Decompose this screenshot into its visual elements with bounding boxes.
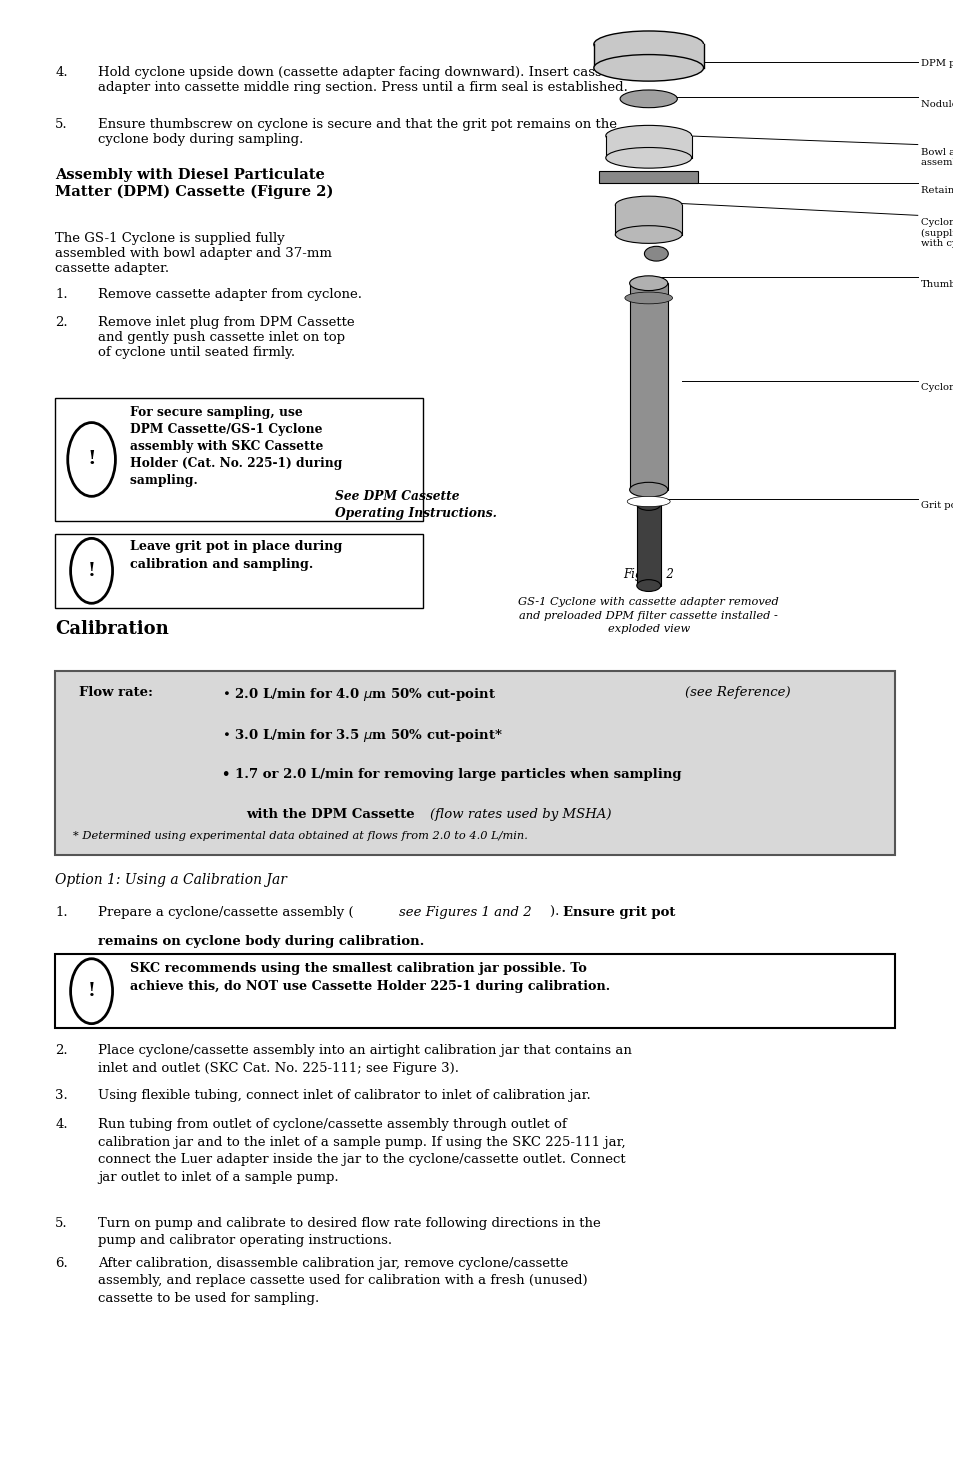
Ellipse shape bbox=[629, 482, 667, 497]
Text: !: ! bbox=[87, 450, 96, 469]
Text: Cyclone top
(supplied assembled
with cyclone body): Cyclone top (supplied assembled with cyc… bbox=[920, 218, 953, 248]
Text: Retaining tab: Retaining tab bbox=[920, 186, 953, 195]
Text: After calibration, disassemble calibration jar, remove cyclone/cassette
assembly: After calibration, disassemble calibrati… bbox=[98, 1257, 587, 1305]
Text: Grit pot: Grit pot bbox=[920, 502, 953, 510]
Text: Cyclone body: Cyclone body bbox=[920, 384, 953, 392]
Text: 4.: 4. bbox=[55, 1118, 68, 1131]
Ellipse shape bbox=[605, 125, 691, 146]
Text: 2.: 2. bbox=[55, 316, 68, 329]
Text: Hold cyclone upside down (cassette adapter facing downward). Insert cassette
ada: Hold cyclone upside down (cassette adapt… bbox=[98, 66, 627, 94]
Text: • 3.0 L/min for 3.5 $\mu$m 50% cut-point*: • 3.0 L/min for 3.5 $\mu$m 50% cut-point… bbox=[222, 727, 502, 745]
Text: 1.: 1. bbox=[55, 288, 68, 301]
Text: 3.: 3. bbox=[55, 1089, 68, 1102]
FancyBboxPatch shape bbox=[55, 534, 422, 608]
Ellipse shape bbox=[626, 496, 669, 507]
FancyBboxPatch shape bbox=[55, 671, 894, 855]
Text: See DPM Cassette
Operating Instructions.: See DPM Cassette Operating Instructions. bbox=[335, 490, 497, 519]
Text: The GS-1 Cyclone is supplied fully
assembled with bowl adapter and 37-mm
cassett: The GS-1 Cyclone is supplied fully assem… bbox=[55, 232, 332, 274]
FancyBboxPatch shape bbox=[55, 398, 422, 521]
Bar bbox=[629, 283, 667, 490]
Text: Ensure thumbscrew on cyclone is secure and that the grit pot remains on the
cycl: Ensure thumbscrew on cyclone is secure a… bbox=[98, 118, 617, 146]
Text: • 2.0 L/min for 4.0 $\mu$m 50% cut-point: • 2.0 L/min for 4.0 $\mu$m 50% cut-point bbox=[222, 686, 496, 704]
Text: Calibration: Calibration bbox=[55, 620, 169, 637]
Ellipse shape bbox=[624, 292, 672, 304]
Ellipse shape bbox=[605, 148, 691, 168]
Text: with the DPM Cassette: with the DPM Cassette bbox=[246, 808, 419, 822]
Bar bbox=[637, 504, 659, 586]
Bar bbox=[593, 44, 703, 68]
Text: Leave grit pot in place during
calibration and sampling.: Leave grit pot in place during calibrati… bbox=[130, 540, 342, 571]
Text: • 1.7 or 2.0 L/min for removing large particles when sampling: • 1.7 or 2.0 L/min for removing large pa… bbox=[222, 768, 681, 782]
Text: GS-1 Cyclone with cassette adapter removed
and preloaded DPM filter cassette ins: GS-1 Cyclone with cassette adapter remov… bbox=[517, 597, 779, 634]
Ellipse shape bbox=[615, 226, 681, 243]
Text: remains on cyclone body during calibration.: remains on cyclone body during calibrati… bbox=[98, 935, 424, 948]
Text: 1.: 1. bbox=[55, 906, 68, 919]
Ellipse shape bbox=[593, 55, 702, 81]
Text: (flow rates used by MSHA): (flow rates used by MSHA) bbox=[430, 808, 611, 822]
Text: * Determined using experimental data obtained at flows from 2.0 to 4.0 L/min.: * Determined using experimental data obt… bbox=[72, 830, 527, 841]
Ellipse shape bbox=[644, 246, 667, 261]
Text: Flow rate:: Flow rate: bbox=[79, 686, 153, 699]
Text: Nodule for holder: Nodule for holder bbox=[920, 100, 953, 109]
Text: see Figures 1 and 2: see Figures 1 and 2 bbox=[398, 906, 531, 919]
Text: !: ! bbox=[88, 562, 95, 580]
Text: DPM preloaded filter cassette: DPM preloaded filter cassette bbox=[920, 59, 953, 68]
Text: Assembly with Diesel Particulate
Matter (DPM) Cassette (Figure 2): Assembly with Diesel Particulate Matter … bbox=[55, 168, 334, 199]
Bar bbox=[605, 136, 691, 158]
Text: 6.: 6. bbox=[55, 1257, 68, 1270]
Text: 4.: 4. bbox=[55, 66, 68, 80]
Text: Thumbscrew: Thumbscrew bbox=[920, 280, 953, 289]
Text: (see Reference): (see Reference) bbox=[684, 686, 790, 699]
Text: Using flexible tubing, connect inlet of calibrator to inlet of calibration jar.: Using flexible tubing, connect inlet of … bbox=[98, 1089, 591, 1102]
Bar bbox=[615, 205, 681, 235]
Text: Place cyclone/cassette assembly into an airtight calibration jar that contains a: Place cyclone/cassette assembly into an … bbox=[98, 1044, 632, 1075]
FancyBboxPatch shape bbox=[55, 954, 894, 1028]
Ellipse shape bbox=[615, 196, 681, 214]
Text: Remove inlet plug from DPM Cassette
and gently push cassette inlet on top
of cyc: Remove inlet plug from DPM Cassette and … bbox=[98, 316, 355, 358]
Text: SKC recommends using the smallest calibration jar possible. To
achieve this, do : SKC recommends using the smallest calibr… bbox=[130, 962, 609, 993]
Ellipse shape bbox=[637, 499, 659, 510]
Text: Prepare a cyclone/cassette assembly (: Prepare a cyclone/cassette assembly ( bbox=[98, 906, 354, 919]
Ellipse shape bbox=[629, 276, 667, 291]
Text: For secure sampling, use
DPM Cassette/GS-1 Cyclone
assembly with SKC Cassette
Ho: For secure sampling, use DPM Cassette/GS… bbox=[130, 406, 342, 487]
Ellipse shape bbox=[637, 580, 659, 591]
Text: !: ! bbox=[88, 982, 95, 1000]
Polygon shape bbox=[598, 171, 698, 183]
Text: Option 1: Using a Calibration Jar: Option 1: Using a Calibration Jar bbox=[55, 873, 287, 886]
Text: Turn on pump and calibrate to desired flow rate following directions in the
pump: Turn on pump and calibrate to desired fl… bbox=[98, 1217, 600, 1248]
Text: 5.: 5. bbox=[55, 1217, 68, 1230]
Text: 2.: 2. bbox=[55, 1044, 68, 1058]
Text: 5.: 5. bbox=[55, 118, 68, 131]
Ellipse shape bbox=[619, 90, 677, 108]
Text: ).: ). bbox=[549, 906, 562, 919]
Text: Ensure grit pot: Ensure grit pot bbox=[562, 906, 675, 919]
Text: Remove cassette adapter from cyclone.: Remove cassette adapter from cyclone. bbox=[98, 288, 362, 301]
Ellipse shape bbox=[593, 31, 702, 58]
Text: Bowl adapter (supplied
assembled with cyclone body): Bowl adapter (supplied assembled with cy… bbox=[920, 148, 953, 167]
Text: Figure 2: Figure 2 bbox=[622, 568, 674, 581]
Text: Run tubing from outlet of cyclone/cassette assembly through outlet of
calibratio: Run tubing from outlet of cyclone/casset… bbox=[98, 1118, 625, 1183]
